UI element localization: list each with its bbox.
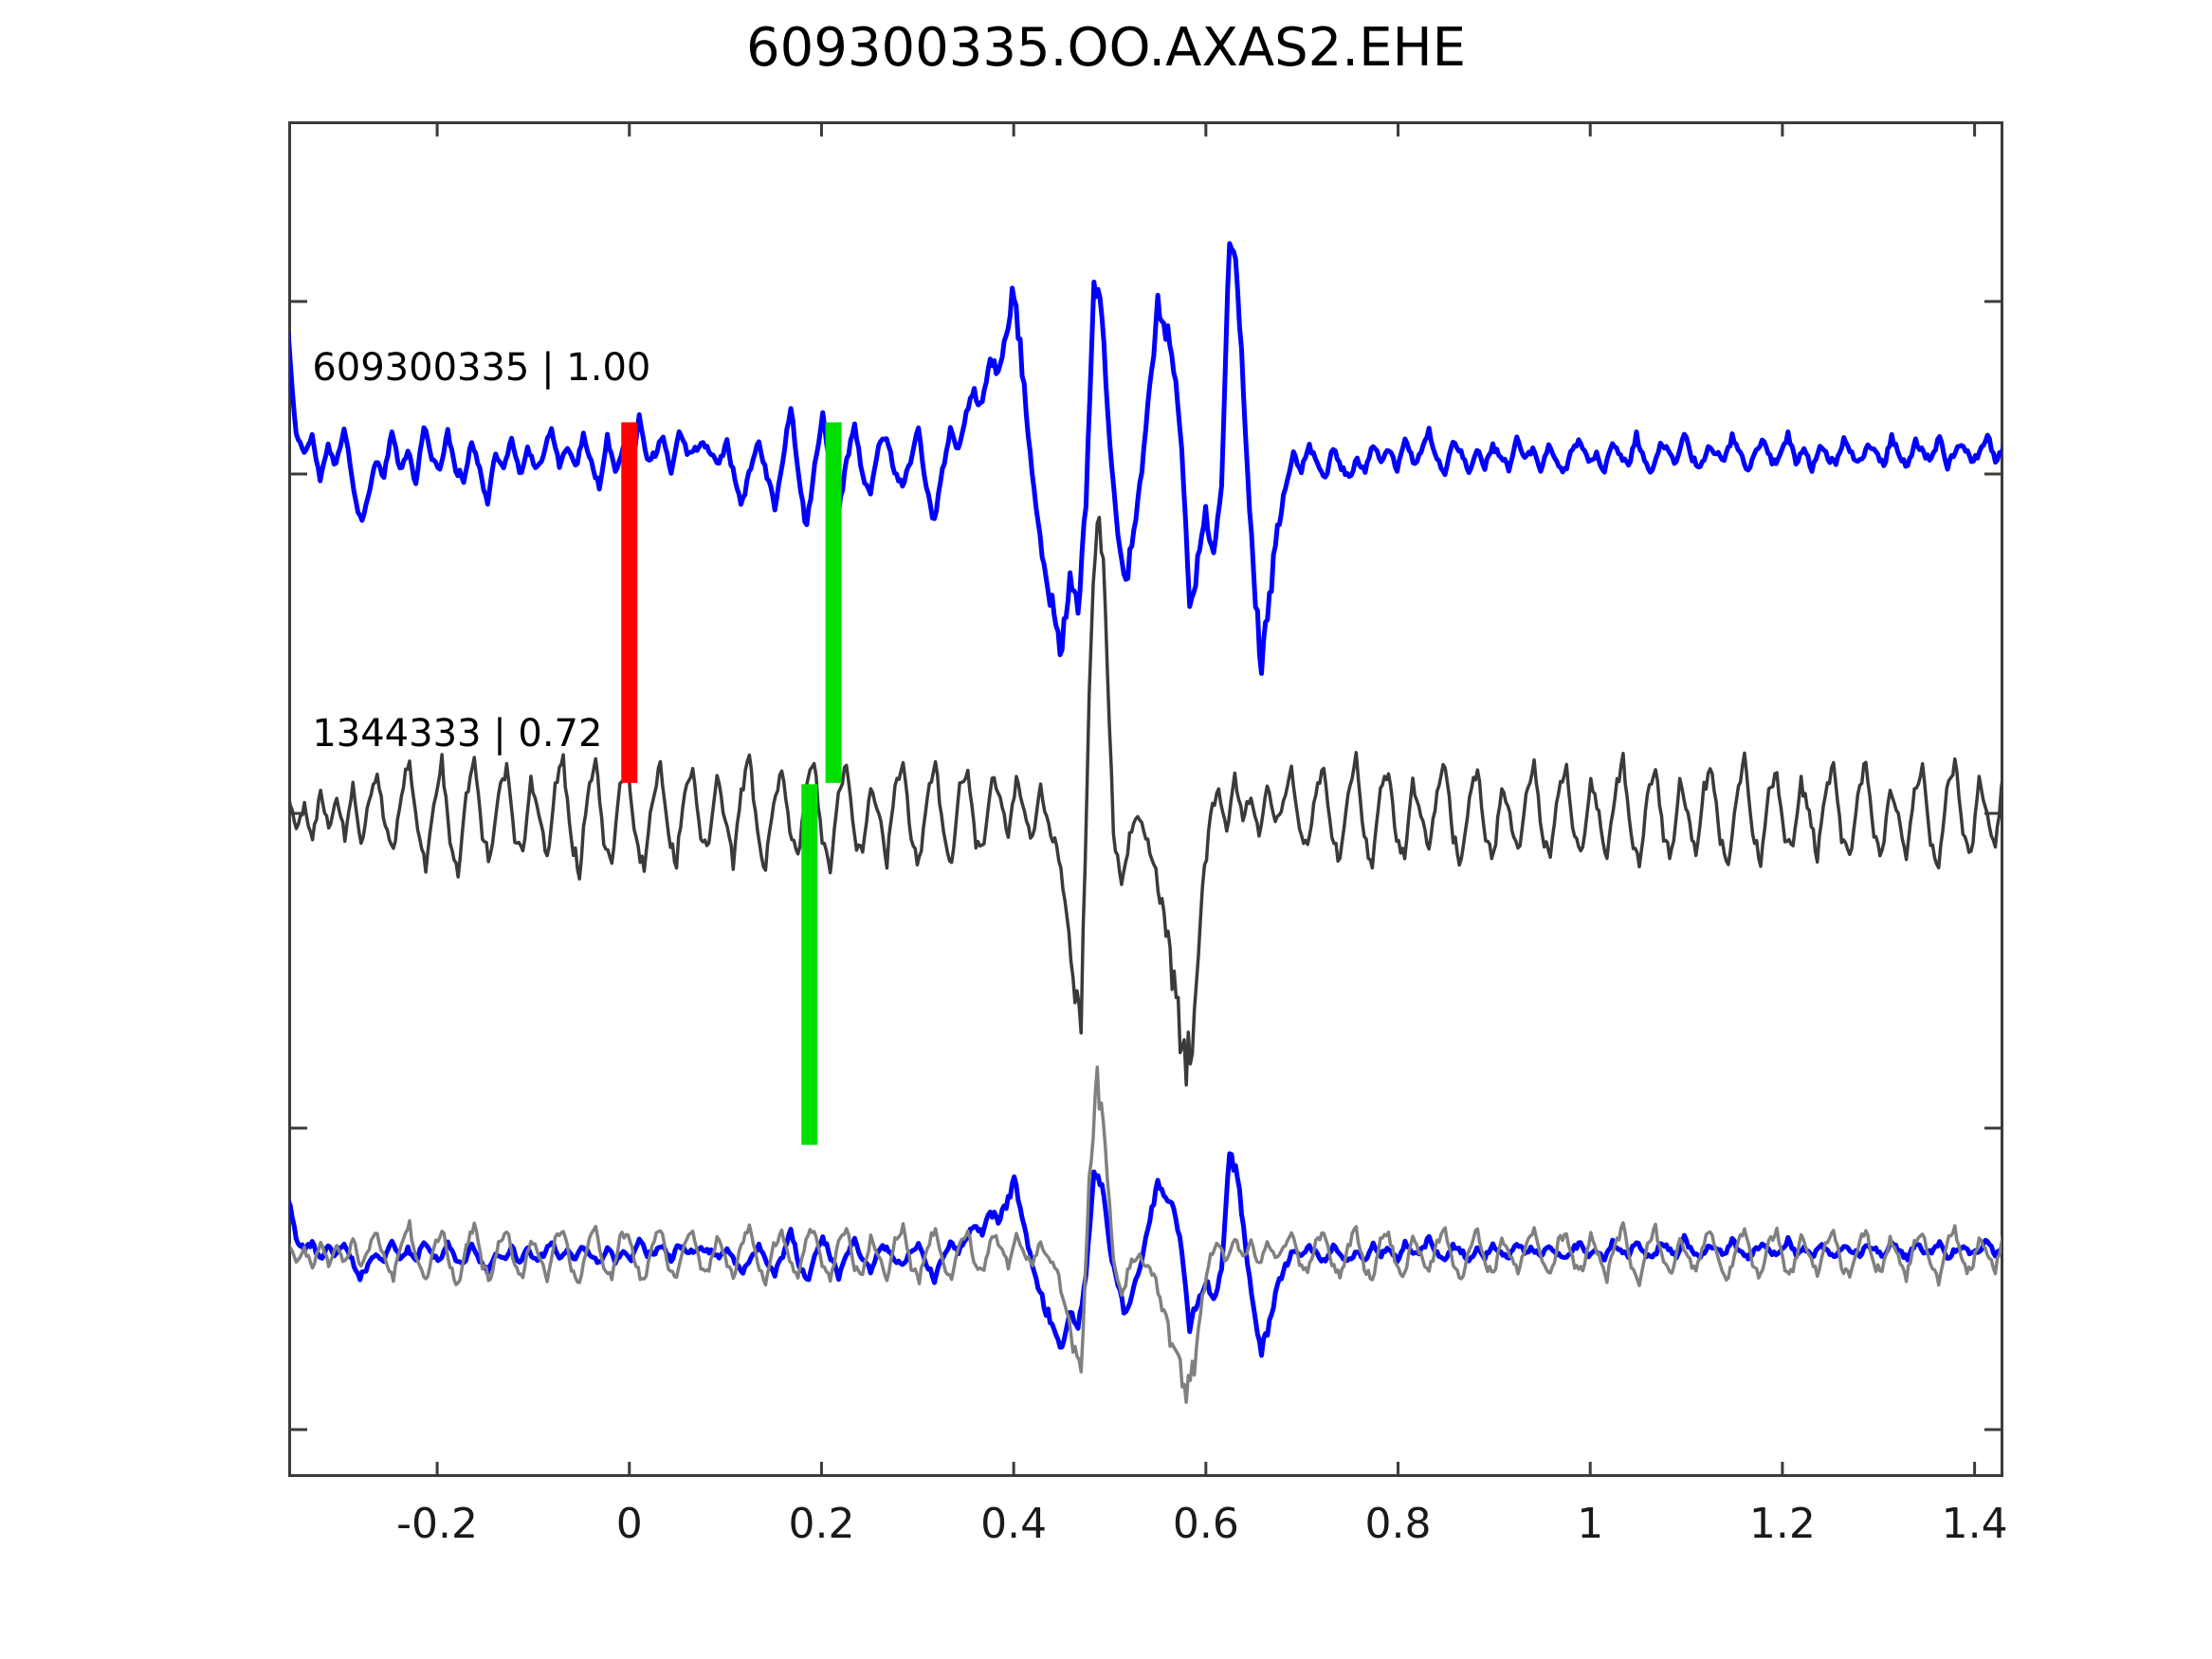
page-title: 609300335.OO.AXAS2.EHE	[746, 17, 1466, 79]
x-tick-label: 0.8	[1364, 1500, 1432, 1548]
x-tick-label: 0.4	[980, 1500, 1048, 1548]
x-tick-label: 0	[615, 1500, 643, 1548]
plot-frame	[288, 121, 2003, 1477]
x-tick-label: 0.2	[788, 1500, 855, 1548]
detection-label: 1344333 | 0.72	[312, 711, 603, 756]
x-tick-label: 1.2	[1748, 1500, 1816, 1548]
x-tick-label: 1	[1577, 1500, 1604, 1548]
x-tick-label: -0.2	[396, 1500, 479, 1548]
template-label: 609300335 | 1.00	[312, 345, 651, 390]
x-tick-label: 1.4	[1941, 1500, 2008, 1548]
x-tick-label: 0.6	[1172, 1500, 1239, 1548]
